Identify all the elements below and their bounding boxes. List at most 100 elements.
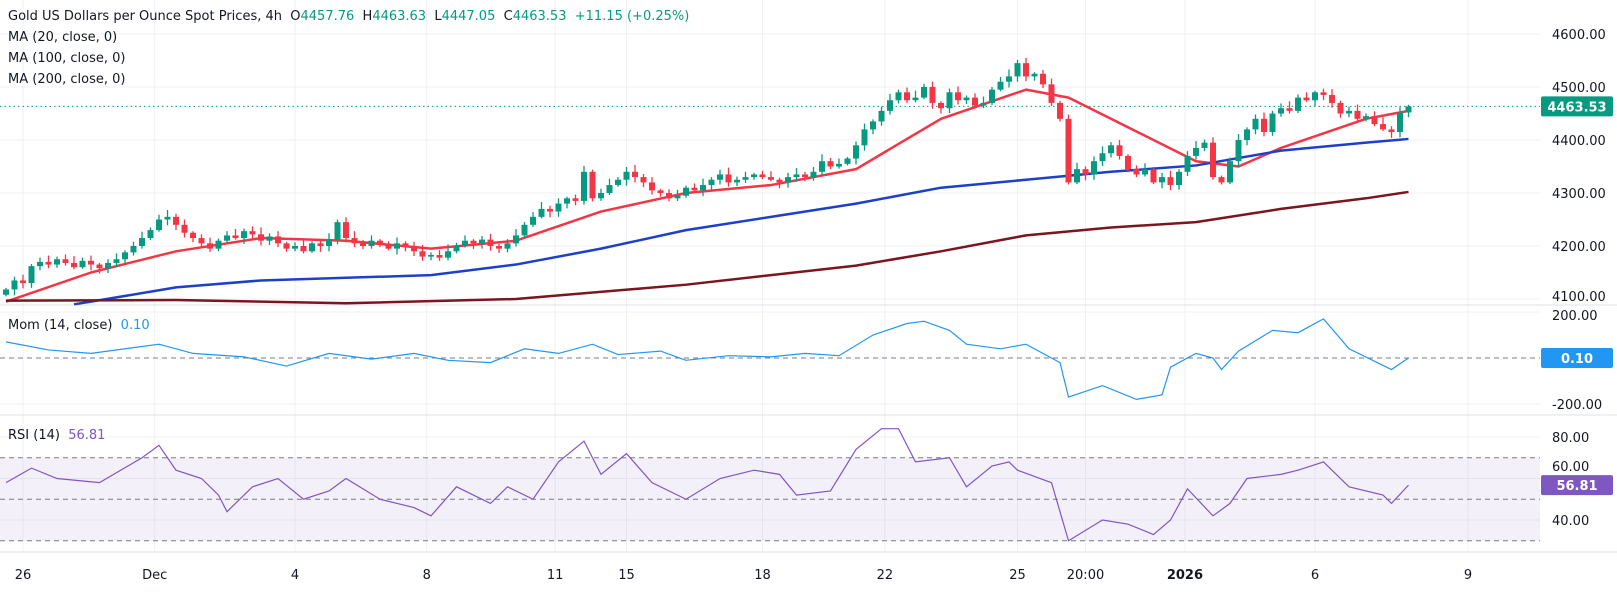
candle bbox=[674, 189, 681, 201]
candle bbox=[190, 231, 196, 243]
candle bbox=[130, 241, 137, 256]
candle bbox=[1261, 112, 1267, 137]
mom-value-badge: 0.10 bbox=[1561, 352, 1593, 367]
candle bbox=[173, 213, 179, 231]
symbol-title: Gold US Dollars per Ounce Spot Prices, 4… bbox=[8, 9, 282, 24]
candle-body bbox=[130, 246, 137, 253]
candle bbox=[504, 239, 511, 253]
candle-body bbox=[462, 240, 468, 246]
price-axis-label: -200.00 bbox=[1552, 398, 1602, 413]
candle-body bbox=[283, 243, 290, 249]
candle bbox=[105, 259, 111, 274]
candle bbox=[283, 241, 290, 252]
candle-body bbox=[742, 177, 749, 180]
candle-body bbox=[402, 243, 409, 246]
candle-body bbox=[292, 246, 298, 249]
rsi-legend-value: 56.81 bbox=[68, 428, 106, 443]
time-axis-label: 2026 bbox=[1167, 568, 1203, 583]
candle-body bbox=[1269, 113, 1276, 133]
time-axis-label: 25 bbox=[1009, 568, 1026, 583]
candle-body bbox=[836, 163, 842, 167]
candle-body bbox=[105, 262, 111, 269]
candle-body bbox=[1261, 118, 1267, 133]
candle bbox=[1210, 137, 1216, 180]
candle-body bbox=[3, 289, 9, 295]
price-axis-label: 200.00 bbox=[1552, 309, 1598, 324]
candle-body bbox=[1354, 110, 1361, 119]
candle bbox=[436, 250, 443, 261]
candle bbox=[1133, 165, 1140, 178]
candle-body bbox=[1252, 118, 1259, 130]
candle-body bbox=[878, 110, 885, 122]
candle bbox=[309, 241, 315, 253]
candle bbox=[980, 96, 987, 109]
candle bbox=[1337, 100, 1344, 118]
ma20-line bbox=[5, 88, 1409, 303]
time-axis-label: 20:00 bbox=[1067, 568, 1104, 583]
candle-body bbox=[1142, 169, 1148, 175]
candle-body bbox=[870, 121, 876, 130]
candle bbox=[785, 172, 791, 188]
candle bbox=[147, 227, 154, 241]
mom-legend-value: 0.10 bbox=[120, 318, 150, 333]
candle-body bbox=[385, 244, 392, 249]
candle-body bbox=[1023, 63, 1029, 77]
candle bbox=[11, 276, 18, 296]
candle bbox=[1159, 172, 1165, 189]
candle-body bbox=[640, 177, 647, 183]
candle bbox=[1057, 100, 1063, 122]
candle bbox=[28, 264, 35, 288]
candle bbox=[1074, 162, 1080, 184]
ma200-line bbox=[5, 190, 1409, 305]
open-value: 4457.76 bbox=[300, 9, 355, 24]
candle bbox=[1006, 69, 1012, 88]
mom-legend[interactable]: Mom (14, close) 0.10 bbox=[8, 318, 150, 333]
candle-body bbox=[1235, 140, 1242, 162]
ma20-legend[interactable]: MA (20, close, 0) bbox=[8, 30, 118, 45]
candle bbox=[844, 156, 851, 166]
candle-body bbox=[674, 195, 681, 199]
candle-body bbox=[470, 240, 477, 244]
ma100-legend[interactable]: MA (100, close, 0) bbox=[8, 51, 126, 66]
candle bbox=[1108, 142, 1114, 158]
rsi-legend[interactable]: RSI (14) 56.81 bbox=[8, 428, 106, 443]
candle bbox=[768, 171, 774, 182]
candle-body bbox=[62, 259, 69, 263]
candle bbox=[742, 171, 749, 183]
candle-body bbox=[1167, 177, 1174, 186]
candle bbox=[955, 86, 961, 105]
candle bbox=[887, 93, 893, 115]
candle-body bbox=[275, 236, 281, 244]
time-axis-label: 18 bbox=[754, 568, 771, 583]
candle bbox=[71, 256, 77, 270]
candle bbox=[156, 214, 162, 232]
price-axis-label: 4500.00 bbox=[1552, 81, 1606, 96]
candle bbox=[1048, 78, 1055, 107]
candle-body bbox=[785, 177, 791, 183]
candle-body bbox=[232, 235, 239, 239]
candle-body bbox=[334, 222, 341, 240]
candle bbox=[513, 229, 519, 247]
low-value: 4447.05 bbox=[441, 9, 496, 24]
candle bbox=[462, 235, 468, 248]
candle bbox=[793, 168, 800, 182]
candle bbox=[530, 212, 536, 227]
candle-body bbox=[598, 193, 604, 199]
candle-body bbox=[989, 89, 995, 103]
candle-body bbox=[139, 238, 145, 246]
candle bbox=[538, 202, 545, 219]
candle bbox=[759, 170, 766, 180]
candle bbox=[258, 227, 264, 246]
candle-body bbox=[224, 235, 230, 241]
candle-body bbox=[657, 190, 664, 193]
candle bbox=[938, 101, 944, 114]
time-axis-label: 15 bbox=[618, 568, 635, 583]
candle-body bbox=[37, 261, 43, 267]
candle bbox=[470, 239, 477, 250]
candle bbox=[810, 167, 817, 181]
candle bbox=[1142, 163, 1148, 177]
candle-body bbox=[207, 243, 213, 249]
ma200-legend[interactable]: MA (200, close, 0) bbox=[8, 72, 126, 87]
candle-body bbox=[844, 158, 851, 164]
